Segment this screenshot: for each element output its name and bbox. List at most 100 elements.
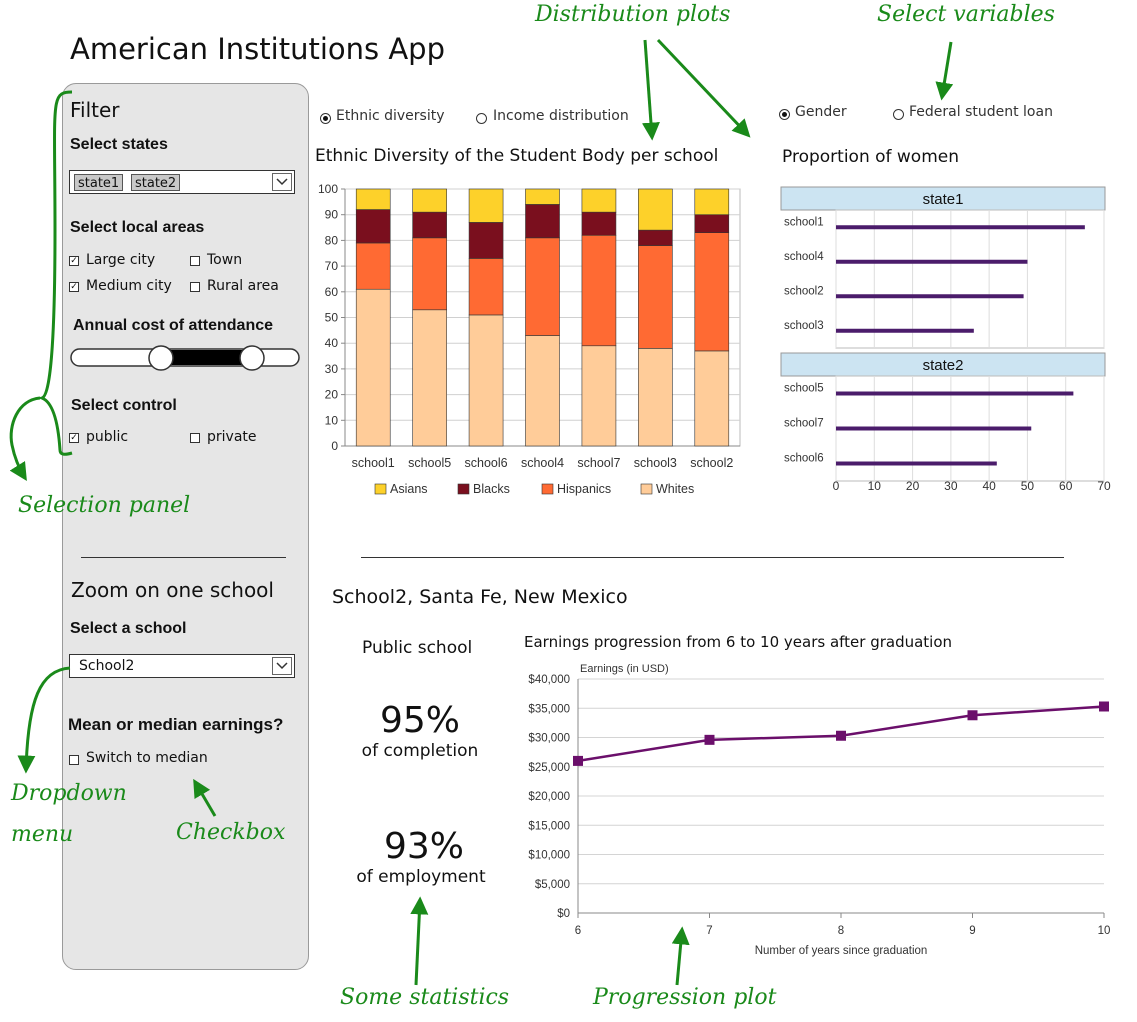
women-bar <box>836 259 1028 264</box>
bar-segment-hispanics <box>412 237 447 311</box>
y-tick-label: 10 <box>325 413 339 427</box>
state-tag-1[interactable]: state1 <box>74 174 124 191</box>
annotation-progression-plot: Progression plot <box>593 985 777 1010</box>
y-tick-label: 0 <box>331 439 338 453</box>
annotation-select-variables: Select variables <box>877 2 1055 27</box>
label-medium-city: Medium city <box>86 278 172 294</box>
y-tick-label: 40 <box>325 336 339 350</box>
bar-segment-asians <box>581 188 617 213</box>
earnings-type-label: Mean or median earnings? <box>68 715 284 734</box>
y-tick-label: $5,000 <box>535 879 570 891</box>
label-ethnic-diversity: Ethnic diversity <box>336 108 445 124</box>
checkbox-private[interactable] <box>190 433 200 443</box>
bar-segment-asians <box>412 188 447 213</box>
radio-gender[interactable] <box>779 109 790 120</box>
employment-label: of employment <box>356 867 486 887</box>
cost-label: Annual cost of attendance <box>73 317 274 334</box>
x-tick-label: school1 <box>352 456 395 470</box>
app-title: American Institutions App <box>70 32 445 66</box>
select-school-label: Select a school <box>70 620 187 637</box>
chevron-down-icon <box>276 662 288 670</box>
label-income-distribution: Income distribution <box>493 108 629 124</box>
checkbox-medium-city[interactable]: ✓ <box>69 282 79 292</box>
women-bar <box>836 328 974 333</box>
y-tick-label: $0 <box>557 908 570 920</box>
states-dropdown-arrow[interactable] <box>272 173 292 191</box>
legend-swatch <box>374 483 387 495</box>
states-multiselect[interactable]: state1 state2 <box>69 170 295 194</box>
cost-range-slider[interactable] <box>70 343 302 373</box>
bar-segment-whites <box>694 350 730 447</box>
legend-swatch <box>457 483 470 495</box>
legend-swatch <box>640 483 653 495</box>
legend-label: Whites <box>656 482 694 496</box>
x-tick-label: 50 <box>1021 479 1035 493</box>
label-federal-student-loan: Federal student loan <box>909 104 1053 120</box>
x-tick-label: 7 <box>706 925 712 937</box>
x-tick-label: school5 <box>408 456 451 470</box>
x-axis-label: Number of years since graduation <box>755 945 928 957</box>
x-tick-label: 70 <box>1097 479 1111 493</box>
earnings-chart-title: Earnings progression from 6 to 10 years … <box>524 633 953 651</box>
y-tick-label: school1 <box>784 216 824 228</box>
x-tick-label: 10 <box>1098 925 1111 937</box>
filter-title: Filter <box>70 98 120 122</box>
y-tick-label: 20 <box>325 388 339 402</box>
bar-segment-blacks <box>638 229 673 246</box>
y-tick-label: 60 <box>325 285 339 299</box>
y-tick-label: $15,000 <box>528 820 570 832</box>
school-type: Public school <box>362 638 473 658</box>
bar-segment-blacks <box>525 204 560 239</box>
bar-segment-hispanics <box>355 242 391 290</box>
label-rural-area: Rural area <box>207 278 279 294</box>
school-dropdown-arrow[interactable] <box>272 657 292 675</box>
school-dropdown[interactable]: School2 <box>69 654 295 678</box>
facet-label: state1 <box>923 191 964 208</box>
annotation-checkbox: Checkbox <box>176 820 286 845</box>
annotation-selection-panel: Selection panel <box>18 493 191 518</box>
y-tick-label: 70 <box>325 259 339 273</box>
y-tick-label: school6 <box>784 453 824 465</box>
legend-label: Asians <box>390 482 428 496</box>
y-tick-label: $35,000 <box>528 703 570 715</box>
checkbox-town[interactable] <box>190 256 200 266</box>
y-tick-label: 30 <box>325 362 339 376</box>
bar-segment-asians <box>468 188 504 223</box>
legend-label: Hispanics <box>557 482 611 496</box>
bar-segment-hispanics <box>468 258 504 316</box>
y-tick-label: $10,000 <box>528 850 570 862</box>
y-tick-label: $40,000 <box>528 674 570 686</box>
y-tick-label: 100 <box>318 182 338 196</box>
checkbox-rural-area[interactable] <box>190 282 200 292</box>
x-tick-label: 40 <box>982 479 996 493</box>
bar-segment-asians <box>355 188 391 210</box>
legend-label: Blacks <box>473 482 510 496</box>
checkbox-public[interactable]: ✓ <box>69 433 79 443</box>
y-tick-label: school2 <box>784 285 824 297</box>
label-large-city: Large city <box>86 252 156 268</box>
bar-segment-hispanics <box>525 237 560 336</box>
slider-handle-max <box>239 345 265 371</box>
school-dropdown-value: School2 <box>79 658 135 674</box>
employment-value: 93% <box>383 826 464 867</box>
x-tick-label: 10 <box>868 479 882 493</box>
radio-income-distribution[interactable] <box>476 113 487 124</box>
checkbox-large-city[interactable]: ✓ <box>69 256 79 266</box>
state-tag-2[interactable]: state2 <box>131 174 181 191</box>
facet-plot-area <box>835 209 1105 349</box>
checkbox-median[interactable] <box>69 755 79 765</box>
women-bar <box>836 225 1085 230</box>
y-tick-label: school7 <box>784 418 824 430</box>
select-areas-label: Select local areas <box>70 219 205 236</box>
radio-federal-student-loan[interactable] <box>893 109 904 120</box>
facet-label: state2 <box>923 357 964 374</box>
bar-segment-blacks <box>694 214 730 233</box>
bar-segment-whites <box>355 288 391 447</box>
women-bar <box>836 391 1074 396</box>
women-proportion-chart: state1 school1 school4 school2 school3 state2… <box>780 186 1111 493</box>
x-tick-label: school3 <box>634 456 677 470</box>
women-bar <box>836 294 1024 299</box>
ethnic-diversity-chart: 0 10 20 30 40 50 60 70 80 90 100 school1 school5 scho… <box>318 182 741 496</box>
radio-ethnic-diversity[interactable] <box>320 113 331 124</box>
y-tick-label: 80 <box>325 233 339 247</box>
